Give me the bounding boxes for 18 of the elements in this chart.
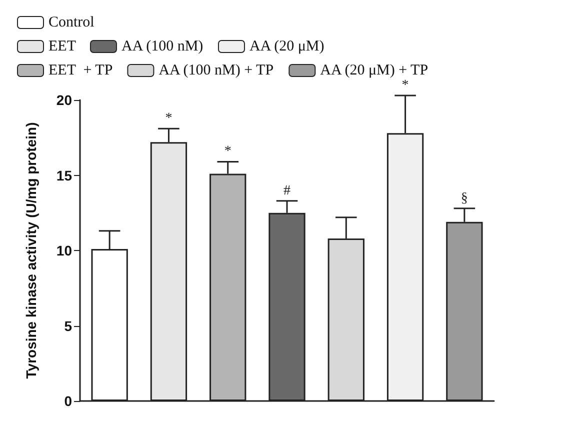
legend-label: EET + TP [48, 62, 113, 78]
y-axis-title: Tyrosine kinase activity (U/mg protein) [23, 122, 39, 379]
legend-label: Control [48, 14, 94, 30]
y-tick-label: 10 [56, 242, 72, 258]
legend-label: AA (20 μM) + TP [320, 62, 428, 78]
y-tick-label: 0 [64, 393, 72, 409]
data-label: § [460, 190, 468, 206]
y-tick-label: 20 [56, 92, 72, 108]
legend-label: EET [48, 38, 76, 54]
legend-label: AA (100 nM) [121, 38, 204, 54]
data-label: * [165, 111, 172, 126]
y-tick-label: 5 [64, 318, 72, 334]
legend-label: AA (100 nM) + TP [158, 62, 274, 78]
legend-label: AA (20 μM) [249, 38, 324, 54]
data-label: * [224, 144, 232, 160]
data-label: # [284, 183, 290, 198]
data-label: * [402, 78, 409, 93]
y-tick-label: 15 [56, 167, 72, 184]
